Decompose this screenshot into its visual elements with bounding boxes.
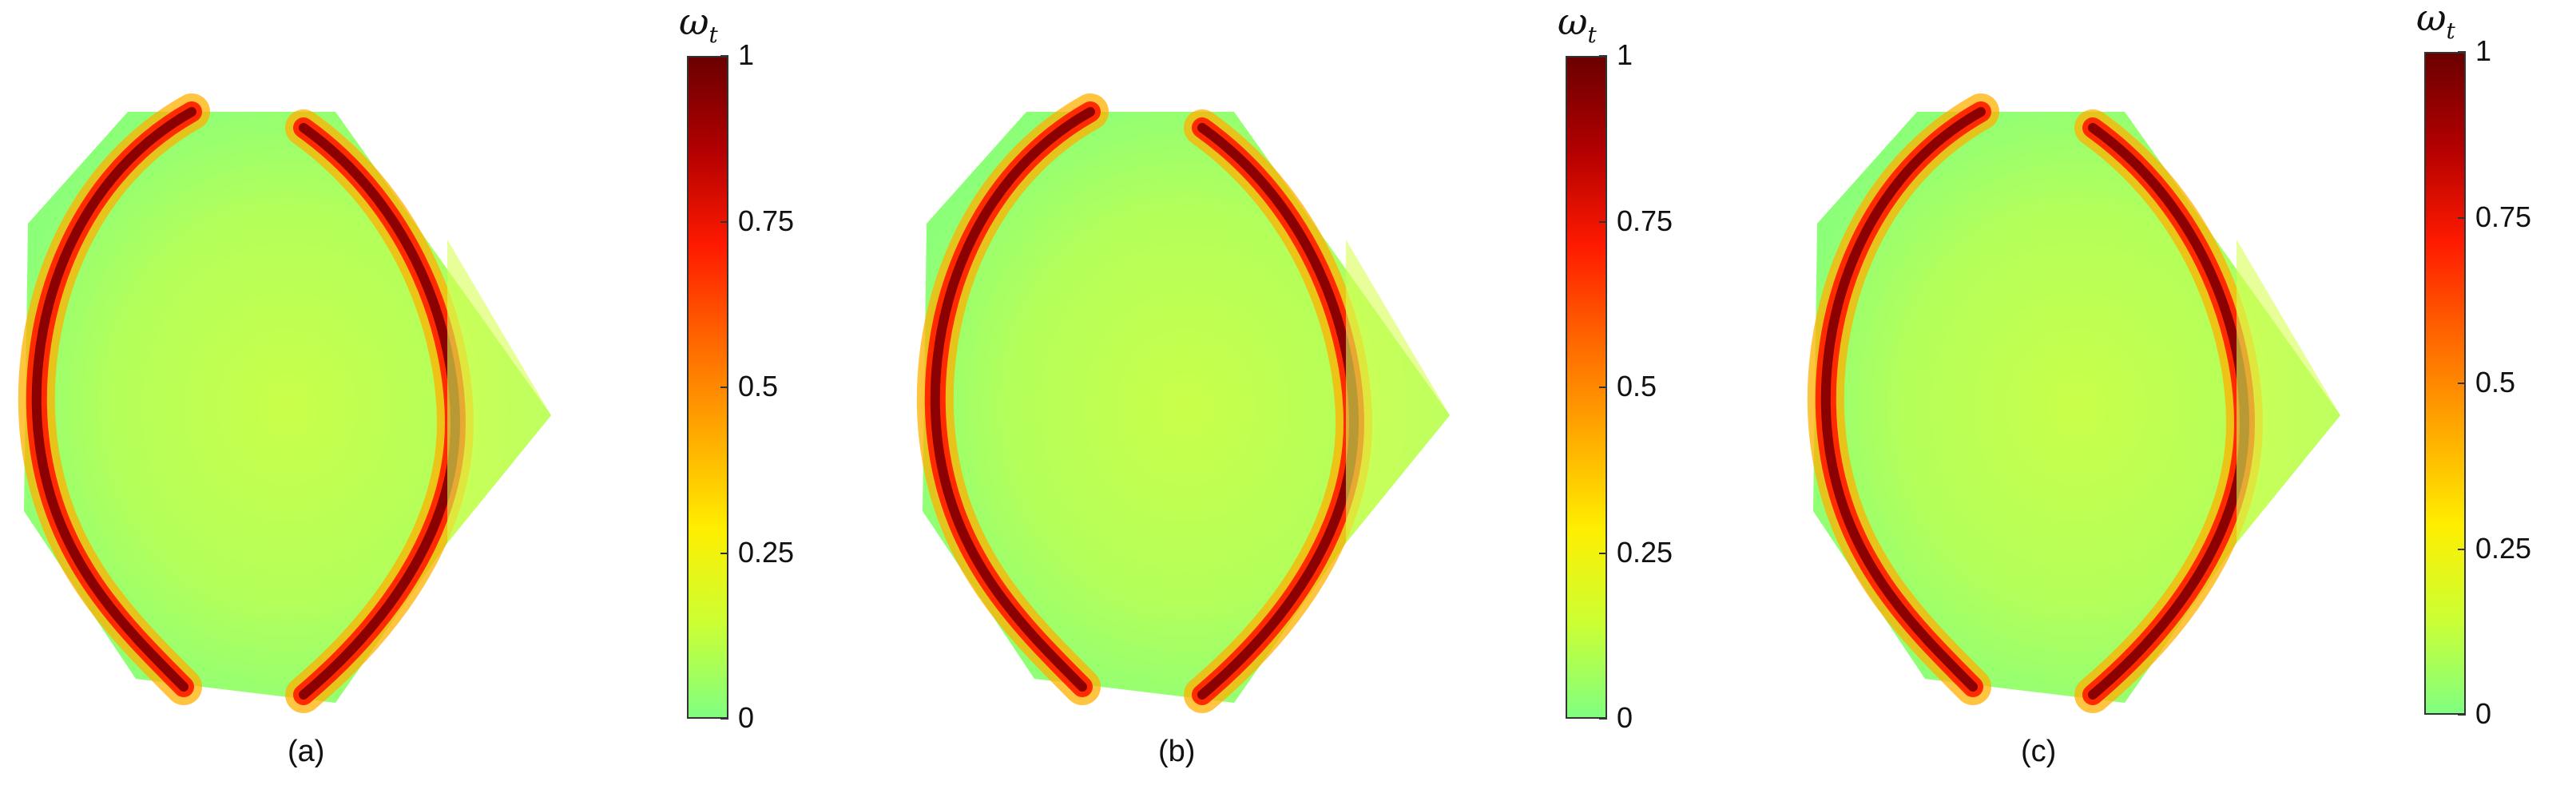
colorbar-tickmark [1599,718,1607,720]
colorbar-tick-label: 0 [2475,697,2492,730]
colorbar-tick-label: 0.5 [2475,366,2516,398]
colorbar-tickmark [2458,51,2466,53]
panel-caption: (b) [1158,735,1196,768]
damage-mesh-plot [18,93,551,713]
specimen-wedge [447,240,551,543]
colorbar-tick-label: 0.5 [738,370,779,402]
colorbar-title: ωt [2416,0,2455,45]
colorbar-title: ωt [1558,0,1597,49]
panel-caption: (a) [288,735,325,768]
colorbar-tickmark [1599,55,1607,57]
damage-mesh-plot [916,93,1450,713]
colorbar-tick-label: 0.75 [738,204,795,237]
colorbar-tick-label: 0.25 [2475,531,2532,565]
specimen-wedge [2237,240,2340,543]
colorbar-tick-label: 0.75 [1617,204,1673,237]
colorbar-tickmark [720,718,728,720]
colorbar-tickmark [2458,714,2466,716]
crack-left [930,107,1095,692]
colorbar-tick-label: 0.75 [2475,200,2532,233]
colorbar-tickmark [2458,548,2466,550]
colorbar-tick-label: 0 [738,701,755,734]
colorbar-tick-label: 0.25 [738,535,795,569]
colorbar-tick-label: 0.25 [1617,535,1673,569]
colorbar-tick-label: 0 [1617,701,1633,734]
damage-mesh-plot [1807,93,2340,713]
colorbar-tick-label: 1 [738,38,755,71]
crack-left [1820,107,1986,692]
colorbar-tickmark [720,552,728,554]
colorbar-tickmark [1599,552,1607,554]
colorbar-tickmark [720,55,728,57]
colorbar-tickmark [2458,216,2466,219]
colorbar-tickmark [1599,220,1607,223]
panel-caption: (c) [2021,735,2057,768]
crack-left [31,107,196,692]
colorbar-tickmark [1599,387,1607,388]
colorbar-tick-label: 1 [2475,34,2492,67]
specimen-wedge [1346,240,1450,543]
colorbar-tick-label: 1 [1617,38,1633,71]
colorbar-tickmark [2458,383,2466,384]
colorbar-tickmark [720,387,728,388]
colorbar-title: ωt [679,0,718,49]
colorbar-tickmark [720,220,728,223]
colorbar-tick-label: 0.5 [1617,370,1657,402]
panel-a: (a) ωt 1 0.75 0.5 0.25 0 [0,0,859,793]
panel-b: (b) ωt 1 0.75 0.5 0.25 0 [859,0,1717,793]
panel-c: (c) ωt 1 0.75 0.5 0.25 0 [1717,0,2576,793]
